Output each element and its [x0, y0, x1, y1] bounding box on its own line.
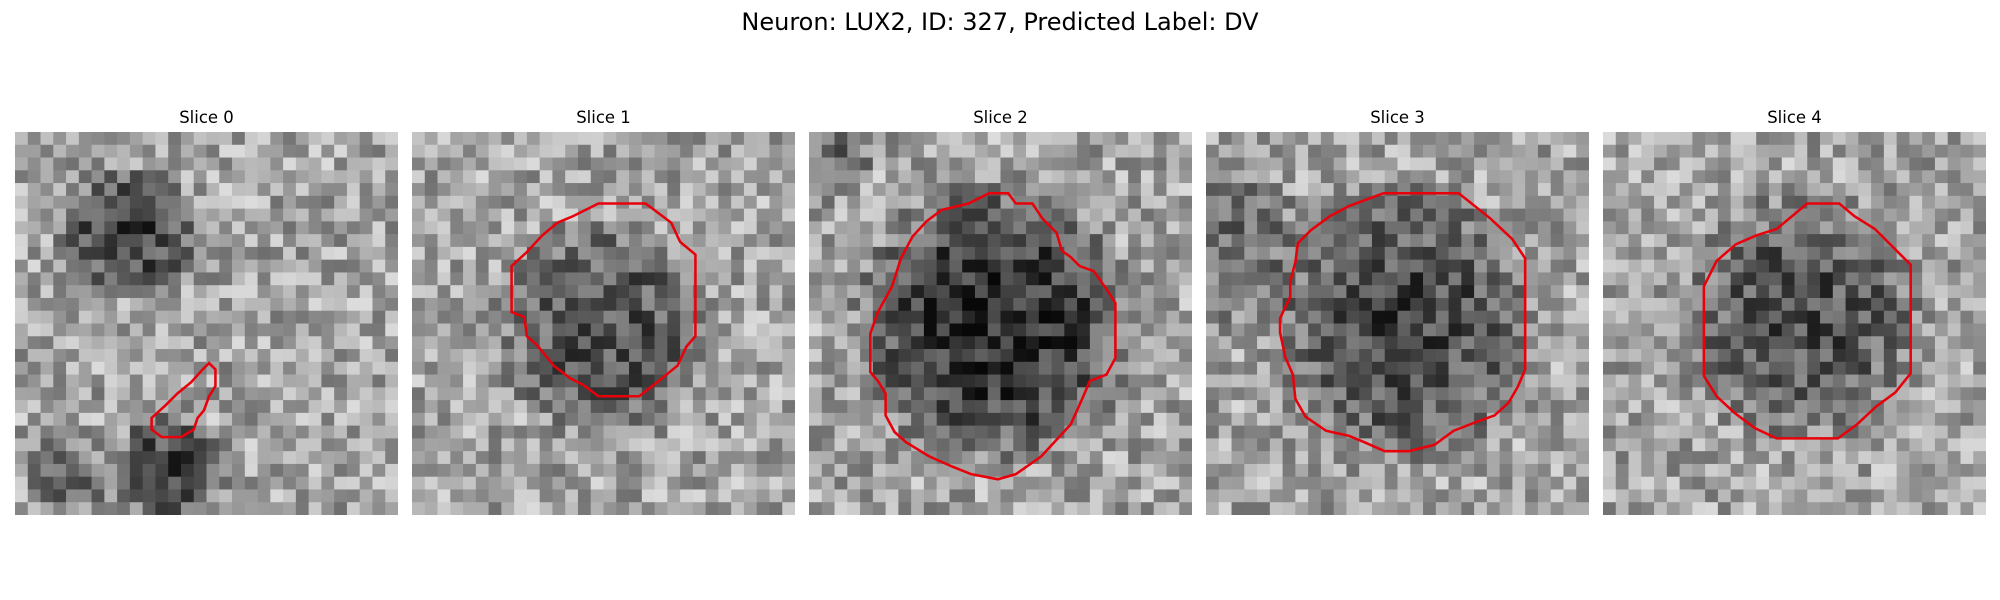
panel-slice-0: Slice 0: [15, 107, 398, 515]
panel-slice-2: Slice 2: [809, 107, 1192, 515]
panel-slice-4: Slice 4: [1603, 107, 1986, 515]
panel-slice-1: Slice 1: [412, 107, 795, 515]
pixel-grid: [412, 132, 795, 515]
roi-contour: [1702, 202, 1912, 440]
panel-title: Slice 1: [576, 108, 631, 127]
roi-contour: [150, 361, 217, 439]
pixel-grid: [809, 132, 1192, 515]
pixel-grid: [1206, 132, 1589, 515]
panel-title: Slice 2: [973, 108, 1028, 127]
pixel-grid: [1603, 132, 1986, 515]
slice-image: [1206, 132, 1589, 515]
roi-contour: [869, 192, 1117, 481]
roi-contour: [1278, 192, 1527, 453]
panel-title: Slice 0: [179, 108, 234, 127]
roi-contour: [510, 202, 697, 398]
slice-image: [1603, 132, 1986, 515]
slice-image: [15, 132, 398, 515]
figure-title: Neuron: LUX2, ID: 327, Predicted Label: …: [741, 8, 1259, 36]
panel-slice-3: Slice 3: [1206, 107, 1589, 515]
panel-title: Slice 4: [1767, 108, 1822, 127]
slice-image: [412, 132, 795, 515]
slice-image: [809, 132, 1192, 515]
panel-title: Slice 3: [1370, 108, 1425, 127]
pixel-grid: [15, 132, 398, 515]
